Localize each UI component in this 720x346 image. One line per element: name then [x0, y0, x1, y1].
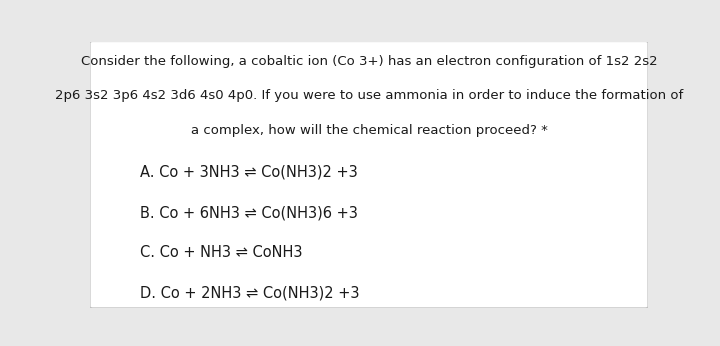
- Text: C. Co + NH3 ⇌ CoNH3: C. Co + NH3 ⇌ CoNH3: [140, 245, 302, 260]
- Text: A. Co + 3NH3 ⇌ Co(NH3)2 +3: A. Co + 3NH3 ⇌ Co(NH3)2 +3: [140, 164, 358, 179]
- Text: a complex, how will the chemical reaction proceed? *: a complex, how will the chemical reactio…: [191, 124, 547, 137]
- Text: Consider the following, a cobaltic ion (Co 3+) has an electron configuration of : Consider the following, a cobaltic ion (…: [81, 55, 657, 68]
- Text: D. Co + 2NH3 ⇌ Co(NH3)2 +3: D. Co + 2NH3 ⇌ Co(NH3)2 +3: [140, 285, 360, 300]
- Text: B. Co + 6NH3 ⇌ Co(NH3)6 +3: B. Co + 6NH3 ⇌ Co(NH3)6 +3: [140, 206, 358, 220]
- Text: 2p6 3s2 3p6 4s2 3d6 4s0 4p0. If you were to use ammonia in order to induce the f: 2p6 3s2 3p6 4s2 3d6 4s0 4p0. If you were…: [55, 90, 683, 102]
- FancyBboxPatch shape: [90, 42, 648, 308]
